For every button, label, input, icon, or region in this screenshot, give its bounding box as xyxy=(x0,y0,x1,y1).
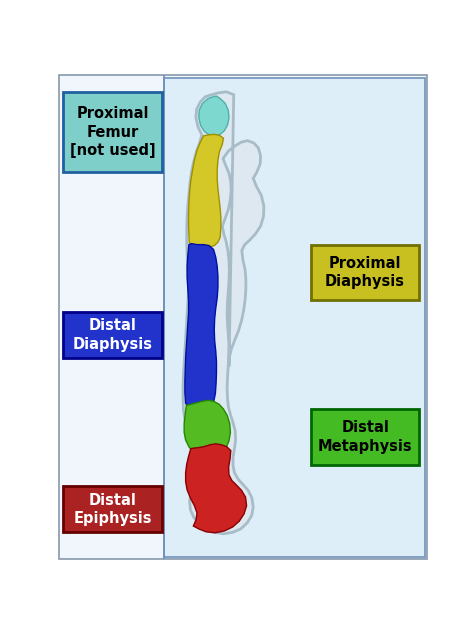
Text: Proximal
Diaphysis: Proximal Diaphysis xyxy=(325,256,405,290)
FancyBboxPatch shape xyxy=(63,92,162,172)
Polygon shape xyxy=(184,400,230,460)
Polygon shape xyxy=(185,244,218,410)
Text: Distal
Diaphysis: Distal Diaphysis xyxy=(73,318,153,352)
FancyBboxPatch shape xyxy=(63,312,162,358)
Polygon shape xyxy=(183,92,264,534)
Polygon shape xyxy=(199,96,229,136)
FancyBboxPatch shape xyxy=(164,78,425,556)
FancyBboxPatch shape xyxy=(311,244,419,300)
Text: Distal
Epiphysis: Distal Epiphysis xyxy=(73,492,152,526)
Polygon shape xyxy=(186,444,246,533)
FancyBboxPatch shape xyxy=(59,75,427,559)
FancyBboxPatch shape xyxy=(311,409,419,465)
FancyBboxPatch shape xyxy=(63,486,162,533)
Polygon shape xyxy=(189,134,223,249)
Text: Distal
Metaphysis: Distal Metaphysis xyxy=(318,420,412,453)
Text: Proximal
Femur
[not used]: Proximal Femur [not used] xyxy=(70,106,155,158)
